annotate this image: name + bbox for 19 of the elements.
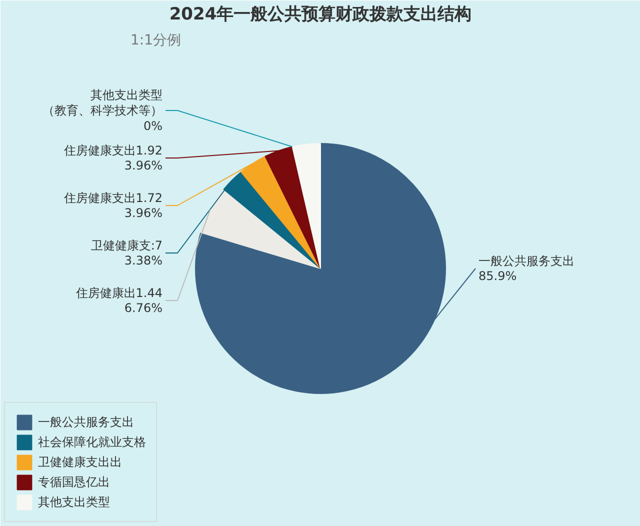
data-label: 3.96% <box>124 158 163 173</box>
slice-label: 一般公共服务支出 <box>478 254 574 268</box>
text: 社会保障化就业支格 <box>38 434 146 450</box>
data-label: 3.38% <box>124 254 163 268</box>
slice-label: 住房健康支出1.72 <box>62 190 162 205</box>
data-label: 85.9% <box>478 269 517 284</box>
slice-label: 住房健康支出1.92 <box>62 143 162 158</box>
text: 其他支出类型 <box>38 494 110 510</box>
slice-label: 卫健健康支:7 <box>90 238 163 252</box>
data-label: 3.96% <box>124 206 163 220</box>
data-label: 6.76% <box>124 301 163 316</box>
text: 卫健健康支出出 <box>38 454 122 470</box>
text: 专循国恳亿出 <box>38 474 110 490</box>
text: 0% <box>143 118 163 133</box>
slice-label: 住房健康出1.44 <box>74 286 162 300</box>
category-label: 其他支出类型（教育、科学技术等） <box>42 88 162 118</box>
chart-title: 2024年一般公共预算财政拨款支出结构 <box>169 4 472 24</box>
chart-subtitle: 1:1分例 <box>130 32 182 48</box>
legend-label: 一般公共服务支出 <box>38 414 134 430</box>
